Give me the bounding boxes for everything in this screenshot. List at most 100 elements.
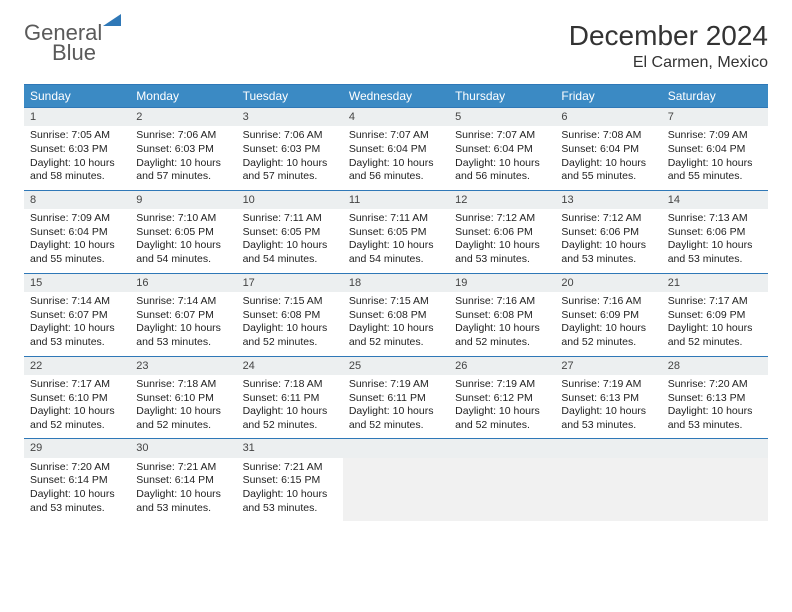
sunset-line: Sunset: 6:06 PM [561, 226, 655, 240]
day-header: Wednesday [343, 85, 449, 107]
calendar-cell: 13Sunrise: 7:12 AMSunset: 6:06 PMDayligh… [555, 190, 661, 273]
daylight-line: Daylight: 10 hours and 53 minutes. [30, 322, 124, 349]
day-info: Sunrise: 7:11 AMSunset: 6:05 PMDaylight:… [343, 209, 449, 273]
sunrise-line: Sunrise: 7:09 AM [30, 212, 124, 226]
day-number: 28 [662, 357, 768, 375]
daylight-line: Daylight: 10 hours and 52 minutes. [136, 405, 230, 432]
calendar-cell: 4Sunrise: 7:07 AMSunset: 6:04 PMDaylight… [343, 107, 449, 190]
sunrise-line: Sunrise: 7:06 AM [243, 129, 337, 143]
daylight-line: Daylight: 10 hours and 53 minutes. [561, 405, 655, 432]
daylight-line: Daylight: 10 hours and 56 minutes. [349, 157, 443, 184]
daylight-line: Daylight: 10 hours and 52 minutes. [30, 405, 124, 432]
calendar-cell: 9 Sunrise: 7:10 AMSunset: 6:05 PMDaylight… [130, 190, 236, 273]
sunset-line: Sunset: 6:03 PM [136, 143, 230, 157]
day-info: Sunrise: 7:15 AMSunset: 6:08 PMDaylight:… [343, 292, 449, 356]
daylight-line: Daylight: 10 hours and 54 minutes. [349, 239, 443, 266]
day-info: Sunrise: 7:20 AMSunset: 6:13 PMDaylight:… [662, 375, 768, 439]
sunrise-line: Sunrise: 7:19 AM [349, 378, 443, 392]
sunset-line: Sunset: 6:08 PM [349, 309, 443, 323]
calendar-cell: 15Sunrise: 7:14 AMSunset: 6:07 PMDayligh… [24, 273, 130, 356]
calendar-cell: 29Sunrise: 7:20 AMSunset: 6:14 PMDayligh… [24, 438, 130, 521]
day-info: Sunrise: 7:07 AMSunset: 6:04 PMDaylight:… [343, 126, 449, 190]
calendar-cell: 5Sunrise: 7:07 AMSunset: 6:04 PMDaylight… [449, 107, 555, 190]
day-info: Sunrise: 7:06 AMSunset: 6:03 PMDaylight:… [130, 126, 236, 190]
calendar-cell-empty [343, 438, 449, 521]
calendar-cell: 18Sunrise: 7:15 AMSunset: 6:08 PMDayligh… [343, 273, 449, 356]
day-number: 14 [662, 191, 768, 209]
day-number: 1 [24, 108, 130, 126]
title-block: December 2024 El Carmen, Mexico [569, 20, 768, 72]
sunset-line: Sunset: 6:03 PM [243, 143, 337, 157]
sunset-line: Sunset: 6:04 PM [561, 143, 655, 157]
day-info: Sunrise: 7:19 AMSunset: 6:13 PMDaylight:… [555, 375, 661, 439]
sunrise-line: Sunrise: 7:18 AM [136, 378, 230, 392]
daylight-line: Daylight: 10 hours and 53 minutes. [668, 405, 762, 432]
sunset-line: Sunset: 6:11 PM [243, 392, 337, 406]
day-number-empty [449, 439, 555, 457]
calendar-cell-empty [449, 438, 555, 521]
sunrise-line: Sunrise: 7:06 AM [136, 129, 230, 143]
sunrise-line: Sunrise: 7:08 AM [561, 129, 655, 143]
sunset-line: Sunset: 6:08 PM [455, 309, 549, 323]
sunrise-line: Sunrise: 7:20 AM [30, 461, 124, 475]
calendar-grid: SundayMondayTuesdayWednesdayThursdayFrid… [24, 84, 768, 521]
daylight-line: Daylight: 10 hours and 57 minutes. [136, 157, 230, 184]
calendar-cell: 1Sunrise: 7:05 AMSunset: 6:03 PMDaylight… [24, 107, 130, 190]
day-number: 13 [555, 191, 661, 209]
daylight-line: Daylight: 10 hours and 52 minutes. [561, 322, 655, 349]
calendar-cell: 16Sunrise: 7:14 AMSunset: 6:07 PMDayligh… [130, 273, 236, 356]
calendar-cell: 24Sunrise: 7:18 AMSunset: 6:11 PMDayligh… [237, 356, 343, 439]
day-info: Sunrise: 7:21 AMSunset: 6:15 PMDaylight:… [237, 458, 343, 522]
sunrise-line: Sunrise: 7:20 AM [668, 378, 762, 392]
daylight-line: Daylight: 10 hours and 55 minutes. [30, 239, 124, 266]
sunrise-line: Sunrise: 7:09 AM [668, 129, 762, 143]
day-header: Friday [555, 85, 661, 107]
sunset-line: Sunset: 6:10 PM [136, 392, 230, 406]
day-number: 8 [24, 191, 130, 209]
calendar-cell: 3Sunrise: 7:06 AMSunset: 6:03 PMDaylight… [237, 107, 343, 190]
day-info: Sunrise: 7:13 AMSunset: 6:06 PMDaylight:… [662, 209, 768, 273]
sunrise-line: Sunrise: 7:11 AM [243, 212, 337, 226]
sunrise-line: Sunrise: 7:05 AM [30, 129, 124, 143]
day-info: Sunrise: 7:16 AMSunset: 6:09 PMDaylight:… [555, 292, 661, 356]
sunrise-line: Sunrise: 7:16 AM [455, 295, 549, 309]
day-number: 5 [449, 108, 555, 126]
day-info: Sunrise: 7:08 AMSunset: 6:04 PMDaylight:… [555, 126, 661, 190]
daylight-line: Daylight: 10 hours and 52 minutes. [349, 405, 443, 432]
day-number: 29 [24, 439, 130, 457]
day-info: Sunrise: 7:05 AMSunset: 6:03 PMDaylight:… [24, 126, 130, 190]
calendar-cell: 14Sunrise: 7:13 AMSunset: 6:06 PMDayligh… [662, 190, 768, 273]
sunset-line: Sunset: 6:12 PM [455, 392, 549, 406]
logo: General Blue [24, 20, 121, 66]
daylight-line: Daylight: 10 hours and 52 minutes. [349, 322, 443, 349]
sunset-line: Sunset: 6:13 PM [668, 392, 762, 406]
daylight-line: Daylight: 10 hours and 54 minutes. [136, 239, 230, 266]
sunrise-line: Sunrise: 7:07 AM [349, 129, 443, 143]
sunrise-line: Sunrise: 7:17 AM [30, 378, 124, 392]
day-number: 9 [130, 191, 236, 209]
sunrise-line: Sunrise: 7:07 AM [455, 129, 549, 143]
day-info: Sunrise: 7:20 AMSunset: 6:14 PMDaylight:… [24, 458, 130, 522]
sunset-line: Sunset: 6:05 PM [243, 226, 337, 240]
day-info: Sunrise: 7:09 AMSunset: 6:04 PMDaylight:… [24, 209, 130, 273]
sunset-line: Sunset: 6:09 PM [668, 309, 762, 323]
calendar-cell: 23 Sunrise: 7:18 AMSunset: 6:10 PMDayligh… [130, 356, 236, 439]
calendar-cell: 28Sunrise: 7:20 AMSunset: 6:13 PMDayligh… [662, 356, 768, 439]
daylight-line: Daylight: 10 hours and 53 minutes. [668, 239, 762, 266]
sunset-line: Sunset: 6:05 PM [136, 226, 230, 240]
day-number: 23 [130, 357, 236, 375]
daylight-line: Daylight: 10 hours and 52 minutes. [243, 405, 337, 432]
day-header: Monday [130, 85, 236, 107]
sunset-line: Sunset: 6:07 PM [136, 309, 230, 323]
sunset-line: Sunset: 6:07 PM [30, 309, 124, 323]
calendar-cell: 21Sunrise: 7:17 AMSunset: 6:09 PMDayligh… [662, 273, 768, 356]
sunrise-line: Sunrise: 7:14 AM [30, 295, 124, 309]
day-number: 6 [555, 108, 661, 126]
sunset-line: Sunset: 6:11 PM [349, 392, 443, 406]
day-info: Sunrise: 7:09 AMSunset: 6:04 PMDaylight:… [662, 126, 768, 190]
sunrise-line: Sunrise: 7:14 AM [136, 295, 230, 309]
sunset-line: Sunset: 6:14 PM [136, 474, 230, 488]
sunrise-line: Sunrise: 7:10 AM [136, 212, 230, 226]
daylight-line: Daylight: 10 hours and 58 minutes. [30, 157, 124, 184]
daylight-line: Daylight: 10 hours and 56 minutes. [455, 157, 549, 184]
